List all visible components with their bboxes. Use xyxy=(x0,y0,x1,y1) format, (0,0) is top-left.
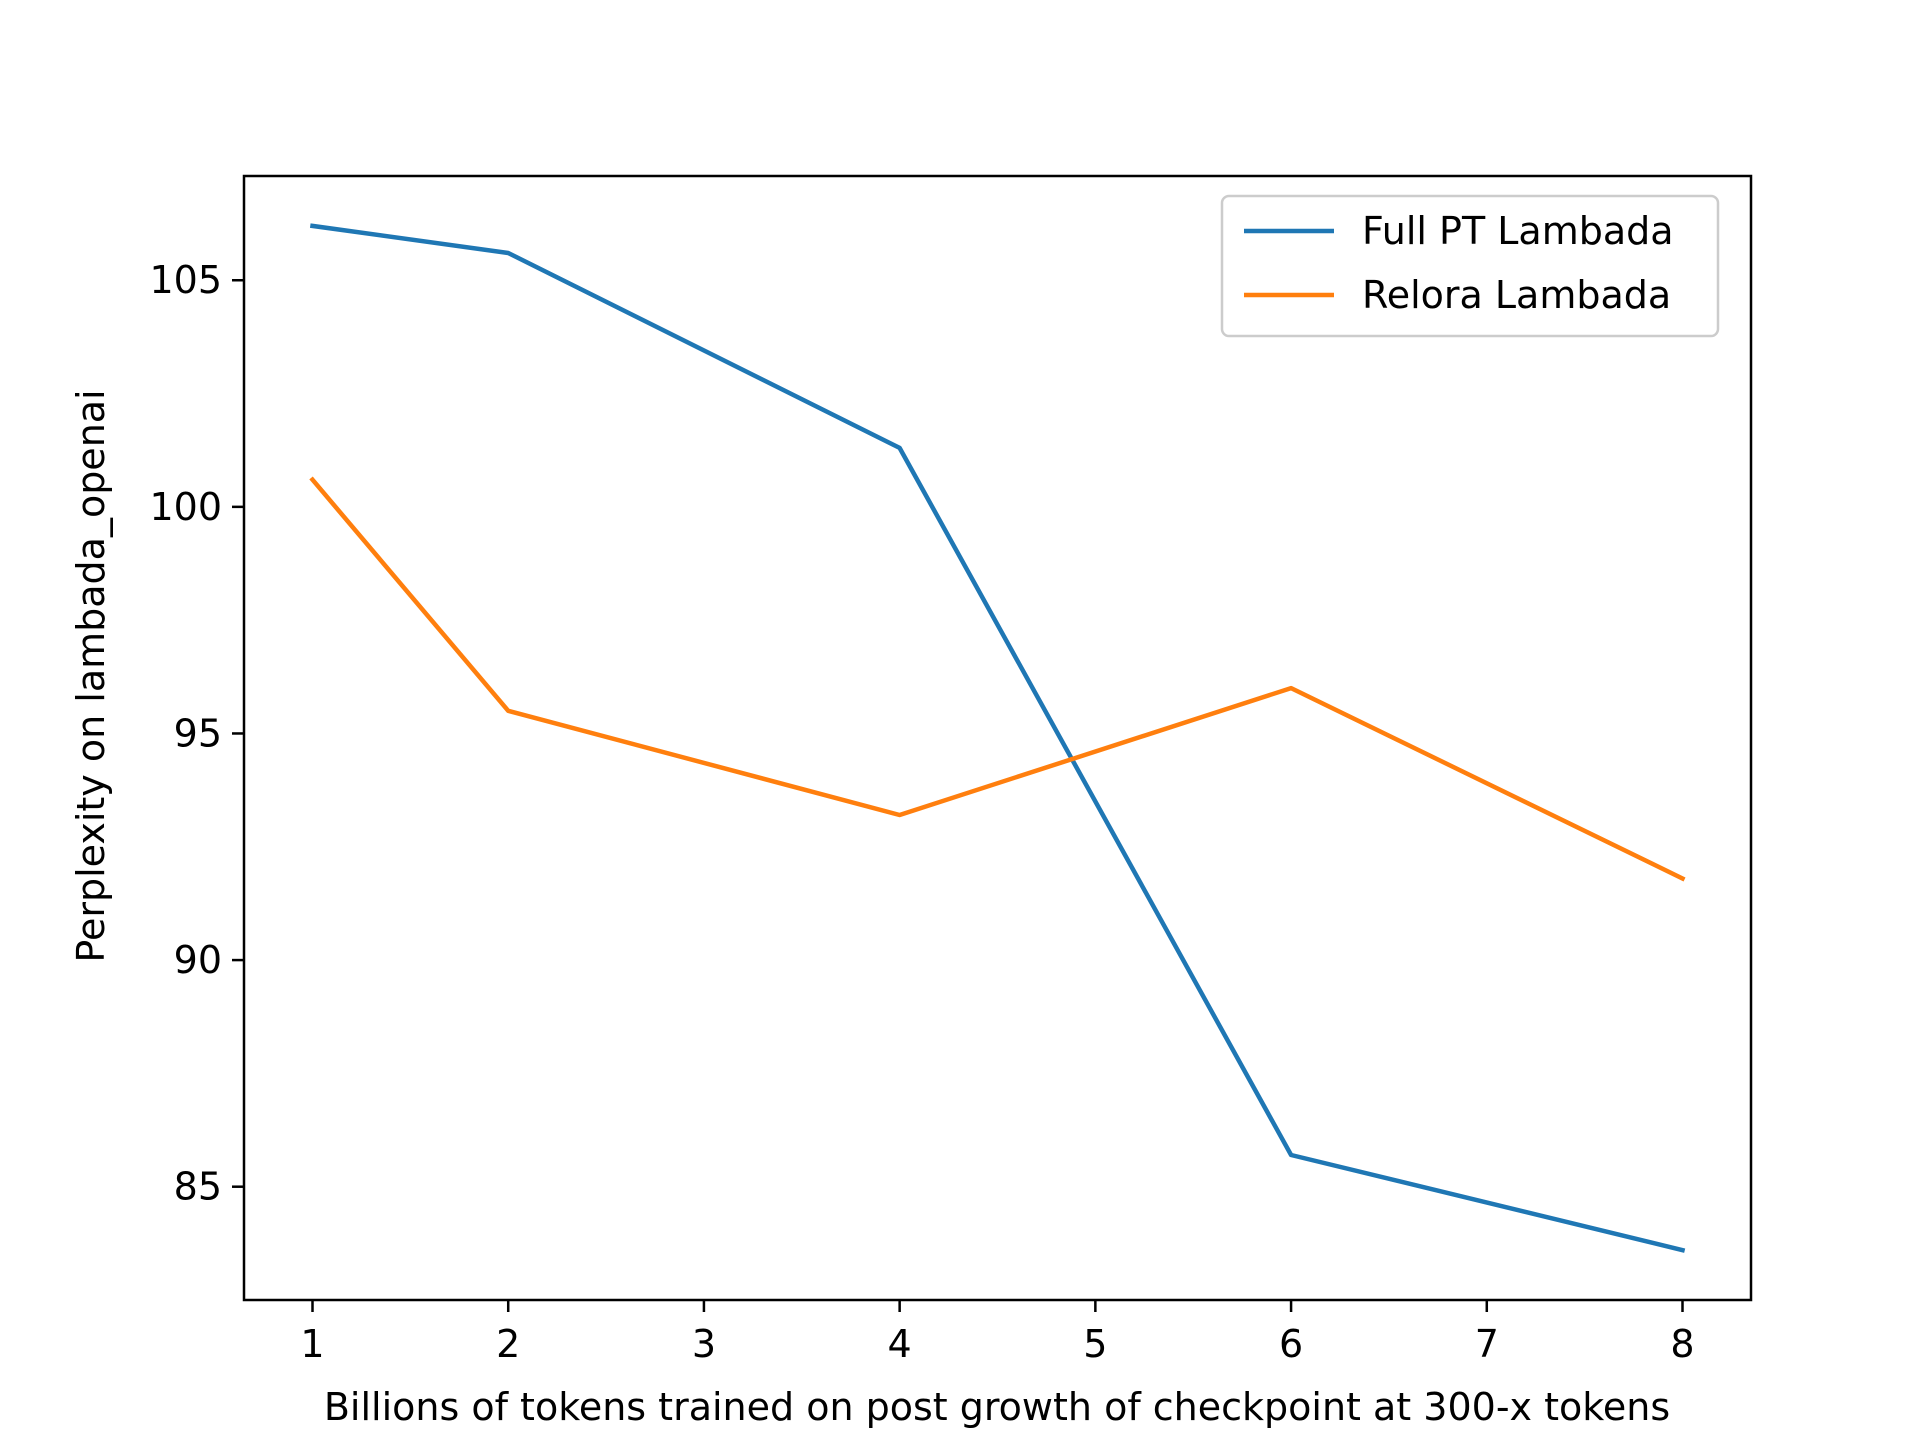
legend: Full PT Lambada Relora Lambada xyxy=(1222,196,1718,336)
x-tick-label: 8 xyxy=(1670,1322,1694,1366)
x-tick-label: 6 xyxy=(1279,1322,1303,1366)
legend-label: Relora Lambada xyxy=(1362,273,1671,317)
y-tick-label: 85 xyxy=(174,1165,222,1209)
x-tick-label: 4 xyxy=(888,1322,912,1366)
y-tick-label: 105 xyxy=(149,258,222,302)
legend-label: Full PT Lambada xyxy=(1362,209,1674,253)
y-tick-label: 100 xyxy=(149,485,222,529)
y-tick-label: 90 xyxy=(174,938,222,982)
x-tick-label: 2 xyxy=(496,1322,520,1366)
x-axis-title: Billions of tokens trained on post growt… xyxy=(324,1385,1670,1429)
y-axis-title: Perplexity on lambada_openai xyxy=(69,389,113,962)
x-tick-label: 3 xyxy=(692,1322,716,1366)
y-tick-label: 95 xyxy=(174,711,222,755)
x-tick-label: 5 xyxy=(1083,1322,1107,1366)
x-tick-label: 7 xyxy=(1475,1322,1499,1366)
x-tick-label: 1 xyxy=(300,1322,324,1366)
